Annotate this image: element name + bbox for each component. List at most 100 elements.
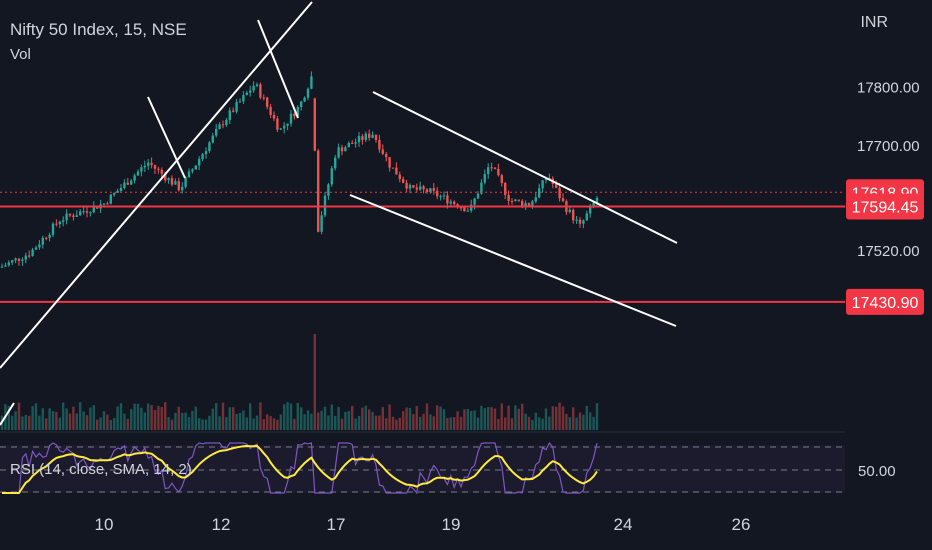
volume-bar <box>211 408 214 430</box>
volume-bar <box>126 418 129 430</box>
volume-bar <box>351 405 354 430</box>
volume-bar <box>7 405 10 430</box>
volume-bar <box>340 418 344 430</box>
candle-body <box>541 180 544 189</box>
candle-body <box>82 211 85 213</box>
volume-bar <box>119 403 123 430</box>
volume-bar <box>493 408 497 430</box>
candle-body <box>24 255 27 260</box>
volume-bar <box>436 405 439 430</box>
candle-body <box>167 178 170 181</box>
candle-body <box>306 88 310 98</box>
volume-bar <box>252 418 255 430</box>
volume-bar <box>48 408 51 430</box>
volume-bar <box>228 407 231 430</box>
candle-body <box>361 136 364 140</box>
legend[interactable]: Nifty 50 Index, 15, NSE Vol <box>10 20 187 63</box>
candle-body <box>21 259 24 261</box>
candle-body <box>0 266 4 268</box>
candle-body <box>422 186 425 190</box>
volume-bar <box>483 408 486 430</box>
volume-bar <box>45 418 48 430</box>
rsi-line <box>2 441 598 495</box>
candle-body <box>327 184 330 196</box>
candle-body <box>28 255 31 257</box>
support-2-label: 17430.90 <box>852 295 919 312</box>
candle-body <box>415 187 418 190</box>
volume-bar <box>62 402 65 430</box>
volume-bar <box>194 406 197 430</box>
volume-bar <box>364 405 367 430</box>
channel-lower-line[interactable] <box>349 194 677 327</box>
candle-body <box>133 175 136 181</box>
candle-body <box>578 219 582 224</box>
candle-body <box>255 84 259 86</box>
candles <box>0 71 599 269</box>
trend-lines[interactable] <box>0 1 678 426</box>
x-axis[interactable]: 10 12 17 19 24 26 <box>95 515 751 534</box>
volume-bar <box>419 416 422 430</box>
candle-body <box>473 198 476 205</box>
volume-bar <box>527 416 531 430</box>
candle-body <box>436 190 439 197</box>
channel-upper-line[interactable] <box>372 91 678 244</box>
symbol-title[interactable]: Nifty 50 Index, 15, NSE <box>10 20 187 39</box>
candle-body <box>385 153 388 158</box>
candle-body <box>381 149 384 154</box>
candle-body <box>371 134 374 138</box>
trend-segment-2[interactable] <box>257 19 299 119</box>
volume-bar <box>279 414 282 430</box>
candle-body <box>62 220 65 222</box>
candle-body <box>320 215 323 232</box>
candle-body <box>432 188 435 191</box>
volume-bar <box>99 417 102 430</box>
volume-bar <box>262 419 265 430</box>
volume-bar <box>11 415 14 430</box>
candle-body <box>425 189 429 193</box>
candle-body <box>592 202 595 206</box>
uptrend-line[interactable] <box>0 1 313 369</box>
volume-bar <box>201 419 204 430</box>
volume-bar <box>415 406 418 430</box>
x-tick-label: 10 <box>95 515 114 534</box>
volume-bar <box>198 418 201 430</box>
trend-segment-1[interactable] <box>147 96 186 179</box>
volume-bar <box>371 411 374 430</box>
candle-body <box>480 182 483 194</box>
candle-body <box>354 142 357 144</box>
volume-bar <box>242 410 245 430</box>
candle-body <box>510 200 514 202</box>
volume-bar <box>408 408 412 430</box>
volume-bar <box>504 417 507 430</box>
volume-bar <box>330 404 333 430</box>
volume-bar <box>490 407 493 430</box>
volume-bar <box>568 417 571 430</box>
volume-bar <box>65 408 68 430</box>
candle-body <box>561 198 565 202</box>
volume-bar <box>96 419 99 430</box>
volume-label[interactable]: Vol <box>10 46 31 63</box>
volume-bar <box>283 404 286 430</box>
candle-body <box>106 203 109 205</box>
volume-bar <box>473 410 476 430</box>
volume-bar <box>269 416 272 430</box>
candle-body <box>405 182 408 189</box>
volume-bar <box>102 411 106 430</box>
candle-body <box>17 258 21 261</box>
volume-bar <box>381 406 384 430</box>
candle-body <box>334 157 337 169</box>
volume-bar <box>391 416 395 430</box>
trend-stub[interactable] <box>0 402 15 426</box>
volume-bar <box>572 407 575 430</box>
volume-bar <box>289 403 293 430</box>
y-axis[interactable]: 17800.00 17700.00 17520.00 <box>857 80 920 260</box>
volume-bar <box>368 409 371 430</box>
volume-bar <box>85 415 89 430</box>
candle-body <box>344 147 347 152</box>
candle-body <box>524 203 527 206</box>
volume-bar <box>157 405 160 430</box>
candle-body <box>595 197 599 203</box>
candle-body <box>102 203 106 205</box>
volume-bar <box>544 408 548 430</box>
